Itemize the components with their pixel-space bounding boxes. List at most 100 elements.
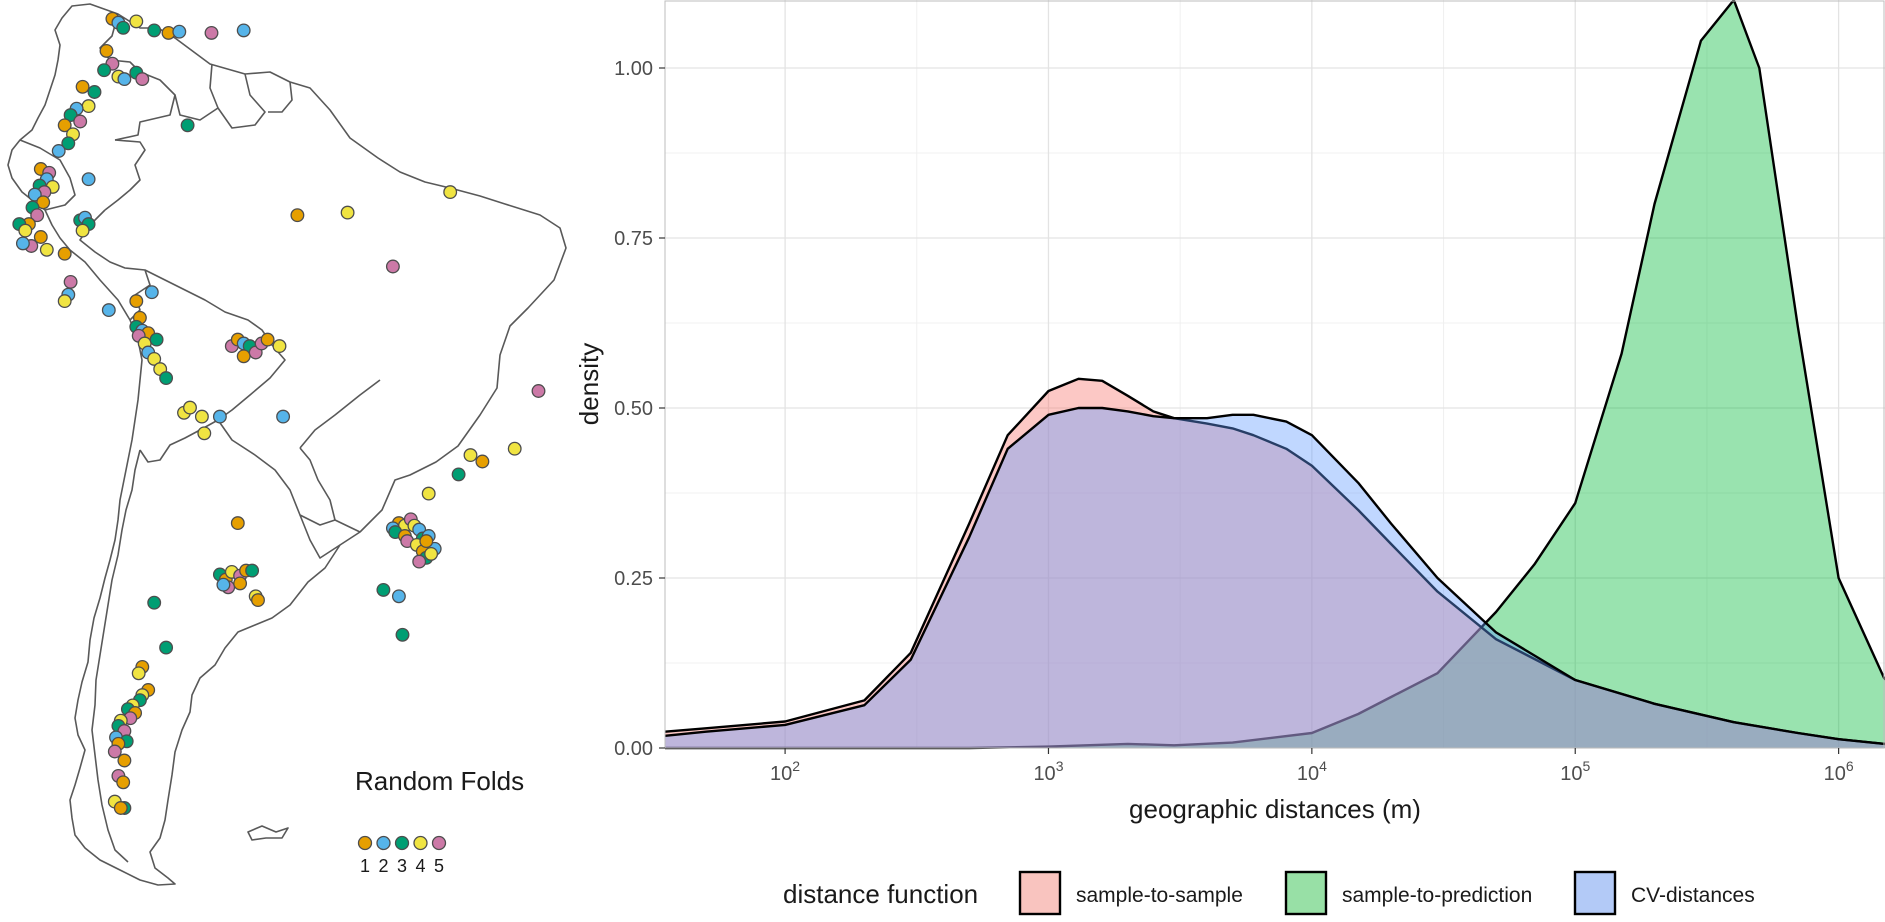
fold-legend-key-5 bbox=[431, 835, 447, 851]
border-brazil-south bbox=[299, 379, 381, 449]
sample-point-fold-4 bbox=[75, 223, 90, 238]
x-axis-title: geographic distances (m) bbox=[1129, 794, 1421, 824]
sample-point-fold-4 bbox=[131, 666, 146, 681]
sample-point-fold-4 bbox=[129, 14, 144, 29]
sample-point-fold-2 bbox=[144, 285, 159, 300]
y-axis-ticks: 0.00 0.25 0.50 0.75 1.00 bbox=[614, 58, 665, 760]
fold-legend-key-1 bbox=[357, 835, 373, 851]
sample-point-fold-3 bbox=[451, 467, 466, 482]
sample-point-fold-3 bbox=[97, 63, 112, 78]
sample-point-fold-2 bbox=[81, 172, 96, 187]
sample-point-fold-1 bbox=[260, 332, 275, 347]
legend-key-sample-to-prediction bbox=[1284, 870, 1328, 916]
sample-point-fold-4 bbox=[57, 294, 72, 309]
sample-point-fold-5 bbox=[73, 114, 88, 129]
sample-point-fold-3 bbox=[87, 85, 102, 99]
plot-frame bbox=[664, 0, 1885, 749]
sample-point-fold-5 bbox=[135, 72, 150, 87]
sample-point-fold-2 bbox=[51, 144, 66, 158]
legend-label: sample-to-sample bbox=[1076, 884, 1243, 907]
legend-title: distance function bbox=[783, 879, 978, 909]
fold-legend-label: 1 bbox=[360, 856, 370, 876]
sample-point-fold-2 bbox=[276, 409, 291, 424]
density-area-sample-to-sample bbox=[665, 378, 1885, 748]
sample-point-fold-3 bbox=[61, 136, 76, 151]
sample-point-fold-2 bbox=[15, 236, 30, 251]
x-axis-ticks: 102 103 104 105 106 bbox=[770, 748, 1854, 785]
country-borders bbox=[7, 3, 567, 886]
fold-legend-label: 4 bbox=[415, 856, 425, 876]
density-line-CV-distances bbox=[664, 406, 1885, 746]
x-tick-label: 104 bbox=[1297, 758, 1327, 785]
chart-panel: 0.00 0.25 0.50 0.75 1.00 102 103 104 105 106 geo… bbox=[560, 0, 1885, 917]
sample-point-fold-5 bbox=[412, 554, 427, 569]
border-argentina-chile bbox=[91, 449, 141, 863]
border-guyana-suriname bbox=[217, 73, 266, 129]
border-colombia-brazil bbox=[104, 139, 146, 211]
border-paraguay bbox=[217, 419, 336, 526]
sample-point-fold-3 bbox=[245, 563, 260, 578]
density-line-sample-to-prediction bbox=[665, 0, 1885, 750]
continent-outline bbox=[7, 3, 567, 886]
fold-legend-label: 2 bbox=[378, 856, 388, 876]
x-tick-label: 103 bbox=[1033, 758, 1063, 785]
sample-point-fold-3 bbox=[159, 640, 174, 655]
sample-point-fold-3 bbox=[159, 371, 174, 386]
y-tick-label: 0.75 bbox=[614, 228, 653, 250]
sample-point-fold-2 bbox=[216, 577, 231, 592]
sample-point-fold-1 bbox=[475, 454, 490, 469]
y-axis-title: density bbox=[574, 343, 604, 425]
sample-point-fold-5 bbox=[385, 259, 400, 274]
sample-point-fold-5 bbox=[107, 744, 122, 759]
x-tick-label: 102 bbox=[770, 758, 800, 785]
sample-point-fold-1 bbox=[57, 118, 72, 133]
sample-point-fold-4 bbox=[39, 242, 54, 257]
chart-legend: sample-to-sample sample-to-prediction CV-d… bbox=[1018, 870, 1755, 916]
sample-point-fold-4 bbox=[147, 351, 162, 366]
sample-point-fold-1 bbox=[113, 801, 128, 815]
sample-point-fold-3 bbox=[147, 23, 162, 38]
sample-point-fold-1 bbox=[251, 593, 265, 608]
sample-point-fold-1 bbox=[290, 208, 305, 223]
sample-point-fold-5 bbox=[30, 208, 45, 223]
fold-legend-label: 5 bbox=[434, 856, 444, 876]
border-uruguay bbox=[299, 514, 361, 559]
sample-point-fold-4 bbox=[18, 223, 33, 238]
sample-point-fold-3 bbox=[116, 20, 131, 35]
plot-grid bbox=[665, 0, 1885, 749]
legend-label: sample-to-prediction bbox=[1342, 884, 1532, 907]
y-tick-label: 0.50 bbox=[614, 398, 653, 420]
sample-point-fold-2 bbox=[101, 303, 116, 318]
sample-point-fold-4 bbox=[443, 185, 458, 200]
plot-series bbox=[664, 0, 1885, 750]
border-suriname-frenchguiana bbox=[268, 81, 293, 113]
legend-key-CV-distances bbox=[1573, 870, 1617, 916]
sample-point-fold-1 bbox=[236, 349, 251, 364]
sample-point-fold-4 bbox=[340, 205, 355, 220]
sample-point-fold-4 bbox=[421, 486, 436, 501]
sample-point-fold-1 bbox=[230, 516, 245, 531]
sample-point-fold-2 bbox=[212, 409, 227, 424]
sample-points bbox=[12, 11, 546, 815]
sample-point-fold-3 bbox=[147, 595, 162, 610]
sample-point-fold-3 bbox=[395, 627, 410, 642]
sample-point-fold-3 bbox=[149, 332, 164, 347]
folds-legend-title: Random Folds bbox=[355, 766, 524, 796]
sample-point-fold-1 bbox=[116, 775, 131, 790]
sample-point-fold-4 bbox=[197, 426, 212, 441]
density-chart: 0.00 0.25 0.50 0.75 1.00 102 103 104 105 106 geo… bbox=[574, 0, 1885, 916]
sample-point-fold-1 bbox=[75, 79, 90, 94]
fold-legend-key-2 bbox=[376, 835, 391, 851]
fold-legend-key-3 bbox=[394, 835, 410, 851]
border-ecuador bbox=[19, 139, 76, 211]
sample-point-fold-3 bbox=[376, 582, 391, 597]
sample-point-fold-4 bbox=[81, 99, 96, 114]
sample-point-fold-4 bbox=[183, 400, 197, 415]
density-area-sample-to-prediction bbox=[665, 0, 1885, 748]
sample-point-fold-5 bbox=[204, 25, 219, 40]
legend-key-sample-to-sample bbox=[1018, 870, 1062, 916]
sample-point-fold-3 bbox=[180, 118, 195, 133]
